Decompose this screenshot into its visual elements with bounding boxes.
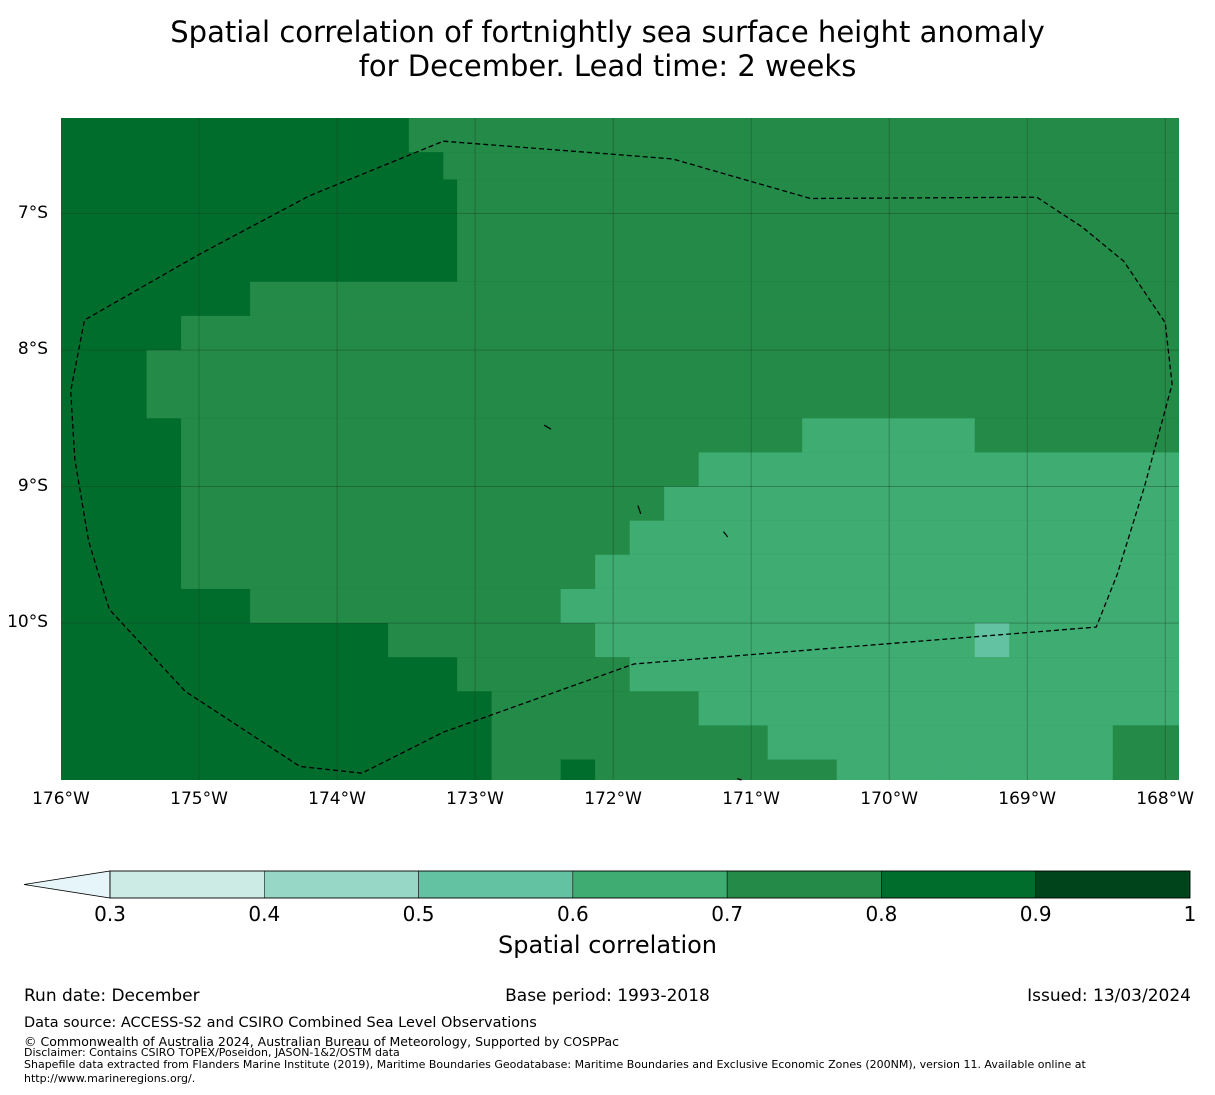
base-period: Base period: 1993-2018 (505, 986, 710, 1006)
island (637, 505, 642, 514)
colorbar-segment (881, 870, 1036, 899)
run-date: Run date: December (24, 986, 200, 1006)
cell-region (836, 759, 1113, 780)
cell-region (595, 554, 1179, 589)
colorbar-segment (726, 870, 882, 899)
cell-region (1112, 725, 1179, 760)
colorbar-segment (264, 870, 419, 899)
lat-tick-label: 7°S (17, 202, 48, 223)
colorbar-tick-label: 0.6 (556, 902, 589, 926)
colorbar-tick-label: 0.9 (1019, 902, 1052, 926)
cell-region (250, 281, 1180, 316)
cell-region (664, 486, 1179, 521)
island (723, 531, 729, 538)
cell-region (181, 315, 1179, 351)
correlation-cells (61, 118, 1180, 780)
colorbar-frame (109, 870, 1191, 899)
colorbar-tick-label: 0.3 (94, 902, 126, 926)
islands-layer (543, 424, 742, 781)
cell-region (802, 418, 975, 453)
lon-tick-label: 173°W (446, 789, 504, 809)
chart-title-line1: Spatial correlation of fortnightly sea s… (170, 15, 1045, 49)
cell-region (560, 588, 1179, 624)
cell-region (974, 623, 1010, 658)
cell-region (940, 759, 975, 780)
eez-boundary-layer (70, 140, 1173, 774)
colorbar-segment (572, 870, 728, 899)
lon-tick-label: 175°W (170, 789, 228, 809)
chart-title-line2: for December. Lead time: 2 weeks (358, 49, 857, 83)
island (737, 778, 742, 781)
lon-tick-label: 170°W (860, 789, 919, 809)
cell-region (595, 623, 1179, 658)
colorbar (23, 870, 1191, 899)
colorbar-segment (1035, 870, 1191, 899)
lat-tick-label: 10°S (7, 612, 48, 633)
colorbar-segment (418, 870, 574, 899)
disclaimer: Disclaimer: Contains CSIRO TOPEX/Poseido… (24, 1046, 400, 1059)
cell-region (408, 118, 1179, 153)
cell-region (457, 179, 1179, 282)
lon-tick-label: 171°W (722, 789, 780, 809)
cell-region (629, 657, 1179, 692)
lon-tick-label: 174°W (308, 789, 366, 809)
colorbar-tick-label: 1 (1183, 902, 1197, 926)
lon-tick-label: 172°W (584, 789, 642, 809)
island (543, 424, 552, 430)
cell-region (698, 452, 1179, 487)
shapefile-url: http://www.marineregions.org/. (24, 1072, 196, 1085)
copyright: © Commonwealth of Australia 2024, Austra… (24, 1034, 619, 1049)
cell-region (560, 759, 596, 780)
colorbar-under-arrow (23, 870, 111, 899)
eez-boundary (70, 140, 1173, 774)
lon-tick-label: 169°W (998, 789, 1057, 809)
cell-region (629, 520, 1179, 555)
colorbar-segment (109, 870, 265, 899)
graticule (61, 118, 1179, 780)
issued-date: Issued: 13/03/2024 (1027, 986, 1191, 1006)
colorbar-label: Spatial correlation (497, 931, 718, 959)
data-source: Data source: ACCESS-S2 and CSIRO Combine… (24, 1015, 537, 1031)
map-panel (61, 118, 1180, 781)
cell-region (767, 725, 1179, 760)
lat-tick-label: 8°S (17, 339, 48, 360)
cell-region (443, 152, 1180, 180)
lon-tick-label: 176°W (32, 789, 90, 809)
lon-tick-label: 168°W (1136, 789, 1195, 809)
cell-region (698, 691, 1179, 726)
cell-region (146, 350, 1179, 419)
colorbar-tick-label: 0.4 (248, 902, 281, 926)
lat-tick-label: 9°S (17, 475, 48, 496)
colorbar-tick-label: 0.7 (711, 902, 744, 926)
colorbar-tick-label: 0.8 (865, 902, 898, 926)
colorbar-tick-label: 0.5 (402, 902, 435, 926)
shapefile-credit: Shapefile data extracted from Flanders M… (24, 1058, 1086, 1071)
